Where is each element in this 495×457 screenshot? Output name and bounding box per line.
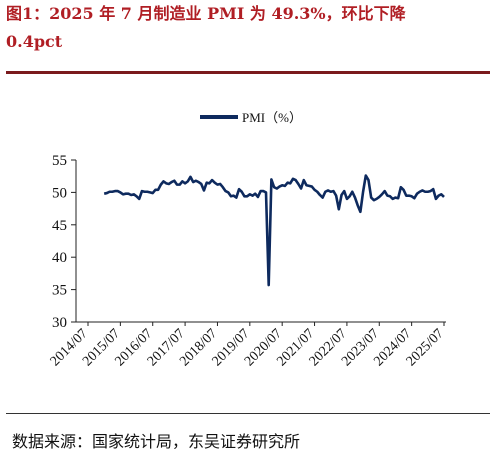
y-tick-label: 55 (52, 153, 67, 169)
y-tick-label: 50 (52, 185, 67, 201)
title-line-1: 图1：2025 年 7 月制造业 PMI 为 49.3%，环比下降 (6, 4, 406, 23)
title-rule (6, 71, 490, 74)
legend: PMI（%） (200, 110, 302, 125)
title-line-2: 0.4pct (6, 32, 63, 51)
footer-rule (6, 413, 490, 414)
y-axis: 30 35 40 45 50 55 (52, 153, 76, 331)
axes (75, 160, 446, 323)
y-tick-label: 45 (52, 218, 67, 234)
y-tick-label: 30 (52, 315, 67, 331)
source-note: 数据来源：国家统计局，东吴证券研究所 (12, 432, 301, 451)
series-line-pmi (103, 174, 445, 287)
y-tick-label: 35 (52, 283, 67, 299)
x-axis: 2014/072015/072016/072017/072018/072019/… (48, 322, 447, 369)
legend-label: PMI（%） (242, 110, 302, 125)
y-tick-label: 40 (52, 250, 67, 266)
figure-title: 图1：2025 年 7 月制造业 PMI 为 49.3%，环比下降 0.4pct (6, 0, 491, 56)
